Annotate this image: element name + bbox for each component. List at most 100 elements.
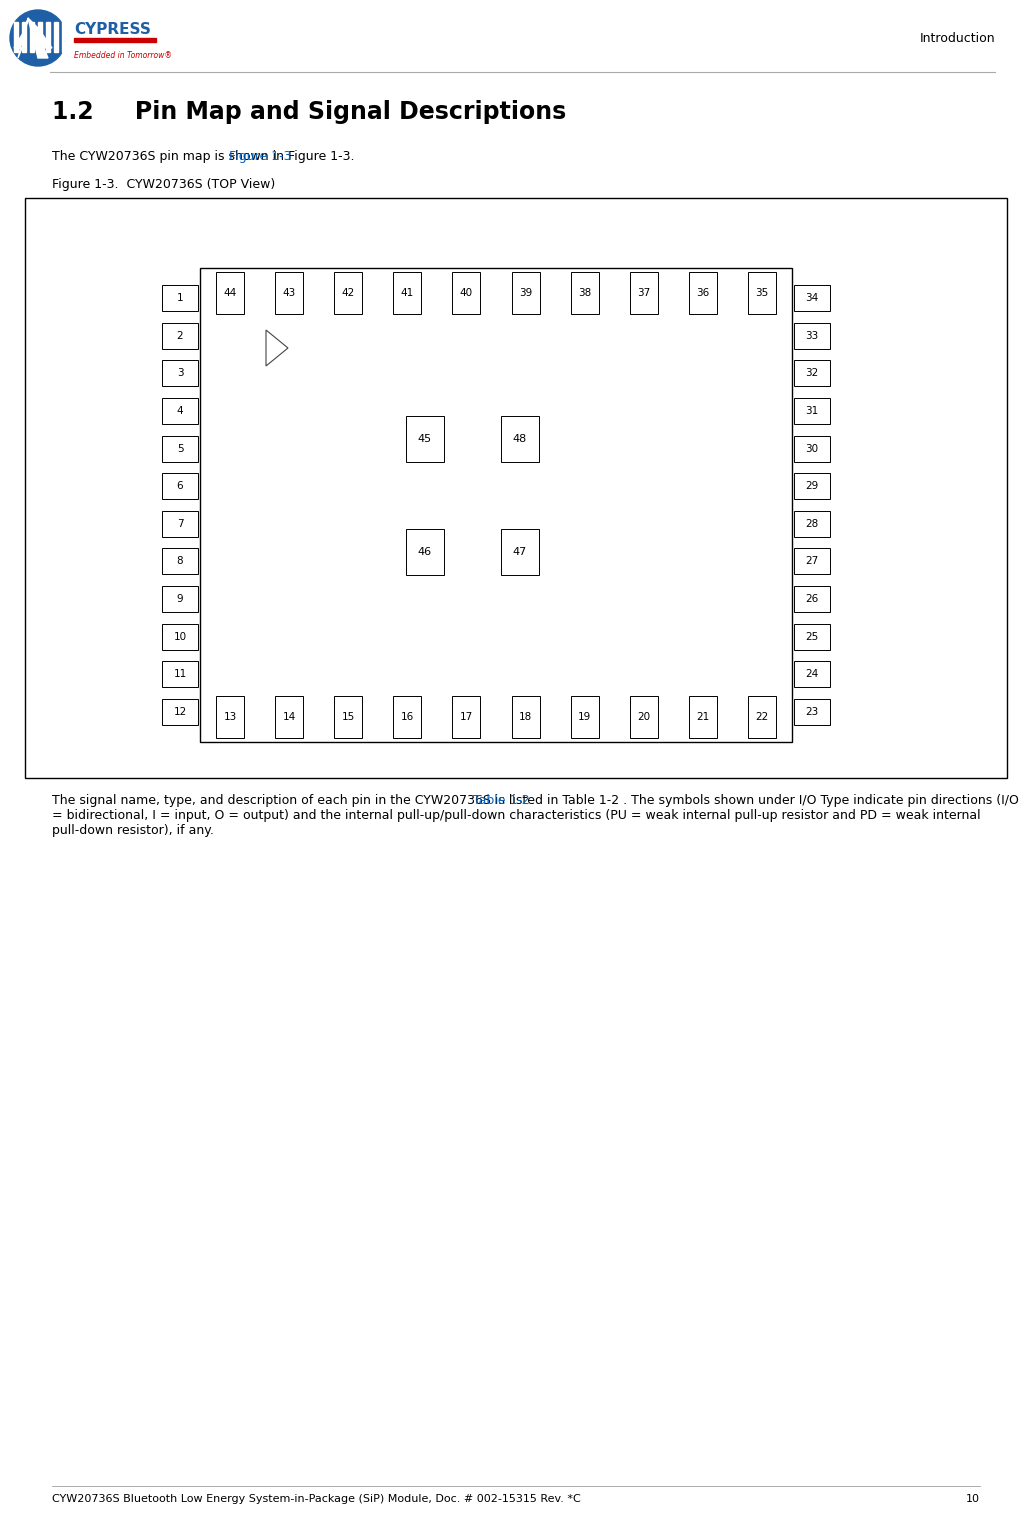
Bar: [794, 360, 830, 387]
Text: 12: 12: [173, 707, 187, 716]
Text: 25: 25: [805, 632, 818, 641]
Text: 45: 45: [418, 434, 432, 443]
Text: 16: 16: [400, 712, 414, 723]
Bar: [794, 549, 830, 574]
Bar: [794, 285, 830, 311]
Text: 48: 48: [513, 434, 526, 443]
Text: 37: 37: [637, 288, 650, 298]
Bar: [162, 586, 198, 612]
Bar: [276, 696, 303, 738]
Bar: [794, 511, 830, 537]
Text: 18: 18: [519, 712, 533, 723]
Text: 19: 19: [578, 712, 591, 723]
Bar: [30, 21, 34, 52]
Text: 4: 4: [176, 407, 184, 416]
Text: 6: 6: [176, 482, 184, 491]
Bar: [630, 272, 657, 314]
Text: 44: 44: [223, 288, 236, 298]
Text: 8: 8: [176, 557, 184, 566]
Text: 31: 31: [805, 407, 818, 416]
Bar: [162, 700, 198, 726]
Bar: [162, 436, 198, 462]
Bar: [689, 696, 717, 738]
Text: Table 1-2: Table 1-2: [474, 795, 530, 807]
Bar: [46, 21, 50, 52]
Bar: [501, 529, 539, 575]
Text: 41: 41: [400, 288, 414, 298]
Bar: [571, 696, 599, 738]
Bar: [162, 624, 198, 650]
Bar: [216, 696, 244, 738]
Bar: [334, 696, 362, 738]
Bar: [276, 272, 303, 314]
Bar: [162, 661, 198, 687]
Text: Embedded in Tomorrow®: Embedded in Tomorrow®: [74, 51, 172, 60]
Bar: [406, 416, 444, 462]
Text: 11: 11: [173, 669, 187, 680]
Text: 27: 27: [805, 557, 818, 566]
Bar: [748, 272, 776, 314]
Text: 7: 7: [176, 518, 184, 529]
Bar: [22, 21, 26, 52]
Bar: [452, 696, 481, 738]
Text: 15: 15: [342, 712, 355, 723]
Circle shape: [10, 11, 66, 66]
Text: 5: 5: [176, 443, 184, 454]
Bar: [406, 529, 444, 575]
Bar: [74, 38, 156, 41]
Bar: [393, 272, 421, 314]
Bar: [162, 472, 198, 499]
Bar: [70, 21, 74, 52]
Text: 32: 32: [805, 368, 818, 379]
Text: 30: 30: [805, 443, 818, 454]
Bar: [794, 661, 830, 687]
Bar: [162, 360, 198, 387]
Bar: [689, 272, 717, 314]
Text: 9: 9: [176, 594, 184, 604]
Text: 40: 40: [460, 288, 473, 298]
Bar: [794, 436, 830, 462]
Text: 23: 23: [805, 707, 818, 716]
Bar: [25, 198, 1007, 778]
Text: 22: 22: [755, 712, 769, 723]
Text: 47: 47: [513, 548, 526, 557]
Text: 43: 43: [283, 288, 296, 298]
Text: 21: 21: [697, 712, 710, 723]
Text: Introduction: Introduction: [920, 32, 995, 44]
Bar: [54, 21, 58, 52]
Bar: [794, 700, 830, 726]
Text: 35: 35: [755, 288, 769, 298]
Text: 13: 13: [223, 712, 236, 723]
Bar: [162, 285, 198, 311]
Text: 10: 10: [966, 1494, 980, 1503]
Text: 2: 2: [176, 331, 184, 341]
Text: 10: 10: [173, 632, 187, 641]
Text: 1.2     Pin Map and Signal Descriptions: 1.2 Pin Map and Signal Descriptions: [52, 100, 567, 124]
Bar: [630, 696, 657, 738]
Bar: [452, 272, 481, 314]
Text: 39: 39: [519, 288, 533, 298]
Text: The signal name, type, and description of each pin in the CYW20736S is listed in: The signal name, type, and description o…: [52, 795, 1019, 838]
Bar: [512, 696, 540, 738]
Text: 17: 17: [460, 712, 473, 723]
Bar: [571, 272, 599, 314]
Bar: [794, 472, 830, 499]
Bar: [748, 696, 776, 738]
Bar: [393, 696, 421, 738]
Text: Figure 1-3: Figure 1-3: [229, 150, 291, 163]
Bar: [794, 586, 830, 612]
Bar: [162, 322, 198, 348]
Text: 29: 29: [805, 482, 818, 491]
Text: 20: 20: [637, 712, 650, 723]
Text: 3: 3: [176, 368, 184, 379]
Bar: [162, 511, 198, 537]
Bar: [794, 397, 830, 423]
Bar: [200, 268, 792, 742]
Text: CYPRESS: CYPRESS: [74, 23, 151, 37]
Bar: [14, 21, 18, 52]
Bar: [162, 549, 198, 574]
Bar: [334, 272, 362, 314]
Bar: [62, 21, 66, 52]
Text: 33: 33: [805, 331, 818, 341]
Text: Figure 1-3.  CYW20736S (TOP View): Figure 1-3. CYW20736S (TOP View): [52, 178, 276, 192]
